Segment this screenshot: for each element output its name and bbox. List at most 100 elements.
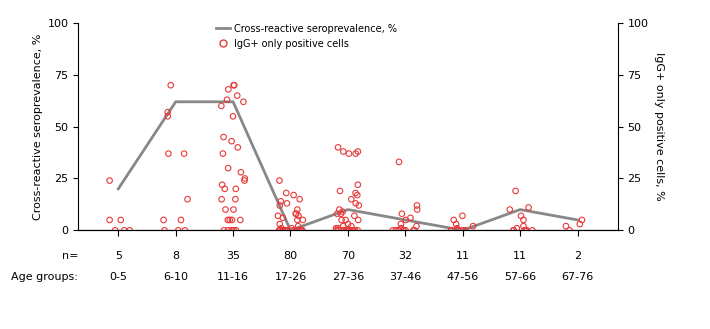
Point — [515, 213, 527, 218]
Point — [332, 228, 344, 233]
Point — [175, 217, 187, 223]
Point — [173, 228, 184, 233]
Point — [226, 139, 237, 144]
Point — [274, 203, 285, 208]
Point — [274, 221, 285, 227]
Point — [119, 228, 130, 233]
Point — [297, 228, 308, 233]
Text: 57-66: 57-66 — [504, 272, 536, 282]
Point — [452, 228, 463, 233]
Point — [230, 228, 241, 233]
Point — [273, 213, 284, 218]
Point — [574, 221, 586, 227]
Point — [340, 228, 351, 233]
Text: 80: 80 — [283, 251, 297, 261]
Point — [179, 228, 190, 233]
Point — [159, 228, 170, 233]
Point — [104, 217, 115, 223]
Point — [518, 223, 529, 229]
Point — [109, 228, 121, 233]
Point — [349, 228, 361, 233]
Point — [290, 211, 302, 216]
Point — [396, 211, 408, 216]
Point — [219, 186, 231, 191]
Point — [220, 207, 231, 212]
Text: 35: 35 — [226, 251, 240, 261]
Point — [275, 228, 286, 233]
Point — [351, 192, 363, 198]
Point — [334, 188, 346, 193]
Point — [275, 226, 287, 231]
Point — [344, 228, 355, 233]
Text: 8: 8 — [172, 251, 179, 261]
Point — [350, 190, 361, 196]
Point — [332, 211, 343, 216]
Point — [286, 226, 297, 231]
Point — [337, 223, 349, 229]
Point — [332, 226, 344, 231]
Text: 2: 2 — [574, 251, 581, 261]
Point — [405, 215, 416, 220]
Text: 11: 11 — [456, 251, 470, 261]
Point — [352, 149, 364, 154]
Point — [277, 228, 288, 233]
Point — [343, 228, 354, 233]
Point — [393, 228, 404, 233]
Text: 27-36: 27-36 — [332, 272, 364, 282]
Point — [158, 217, 169, 223]
Point — [398, 228, 409, 233]
Legend: Cross-reactive seroprevalence, %, IgG+ only positive cells: Cross-reactive seroprevalence, %, IgG+ o… — [216, 24, 397, 49]
Point — [350, 201, 361, 206]
Text: 67-76: 67-76 — [562, 272, 594, 282]
Point — [527, 228, 538, 233]
Point — [352, 217, 364, 223]
Y-axis label: Cross-reactive seroprevalence, %: Cross-reactive seroprevalence, % — [33, 34, 43, 220]
Point — [239, 176, 251, 181]
Text: 70: 70 — [341, 251, 355, 261]
Point — [352, 182, 364, 187]
Point — [165, 83, 176, 88]
Point — [450, 221, 462, 227]
Point — [222, 217, 234, 223]
Point — [411, 223, 422, 229]
Point — [409, 228, 420, 233]
Point — [511, 226, 523, 231]
Point — [224, 217, 236, 223]
Point — [448, 217, 459, 223]
Point — [231, 93, 243, 98]
Point — [346, 197, 357, 202]
Point — [222, 165, 234, 171]
Point — [508, 228, 519, 233]
Point — [349, 228, 360, 233]
Point — [223, 87, 234, 92]
Text: 5: 5 — [115, 251, 122, 261]
Point — [408, 228, 419, 233]
Text: n=: n= — [62, 251, 78, 261]
Point — [217, 182, 228, 187]
Point — [564, 228, 575, 233]
Point — [467, 223, 479, 229]
Point — [226, 217, 238, 223]
Point — [222, 228, 234, 233]
Point — [234, 217, 246, 223]
Point — [387, 228, 398, 233]
Point — [390, 228, 401, 233]
Point — [342, 228, 354, 233]
Point — [295, 228, 306, 233]
Point — [279, 228, 290, 233]
Y-axis label: IgG+ only positive cells, %: IgG+ only positive cells, % — [654, 52, 664, 201]
Point — [346, 223, 357, 229]
Point — [217, 151, 229, 156]
Text: 0-5: 0-5 — [109, 272, 127, 282]
Point — [353, 203, 364, 208]
Point — [290, 211, 302, 216]
Point — [330, 228, 342, 233]
Point — [277, 215, 288, 220]
Point — [446, 228, 457, 233]
Point — [280, 190, 292, 196]
Point — [452, 228, 464, 233]
Text: 6-10: 6-10 — [163, 272, 188, 282]
Point — [340, 217, 351, 223]
Point — [393, 228, 404, 233]
Point — [273, 228, 285, 233]
